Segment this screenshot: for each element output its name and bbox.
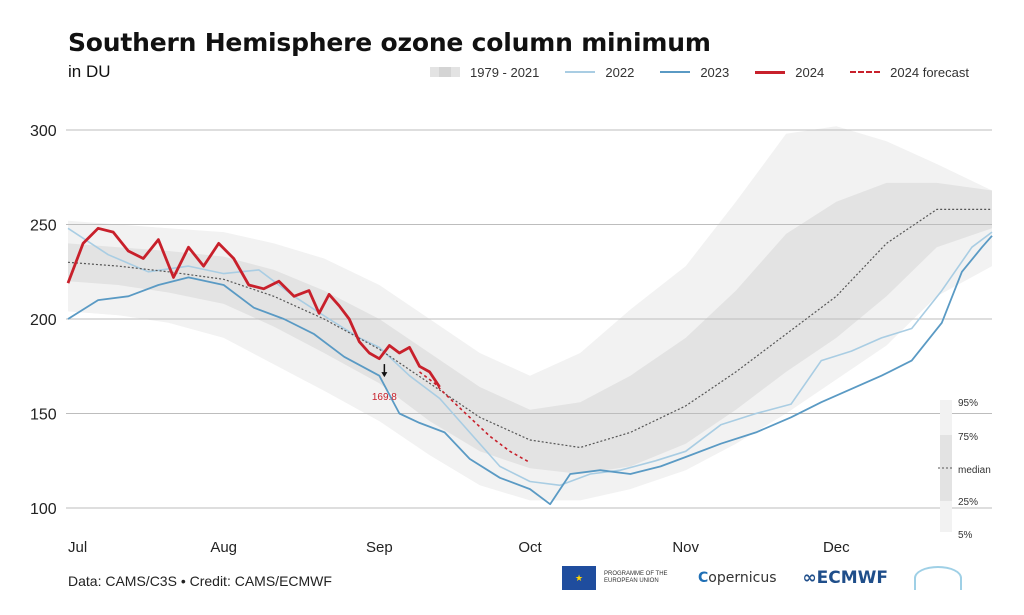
legend-line-forecast — [850, 71, 881, 73]
legend-item-forecast: 2024 forecast — [850, 65, 969, 80]
footer-logos: ★ PROGRAMME OF THE EUROPEAN UNION Copern… — [562, 566, 963, 590]
y-tick-label: 150 — [30, 407, 57, 424]
band-5-95 — [68, 126, 992, 501]
legend-line-2022 — [565, 71, 596, 73]
x-tick-label: Jul — [68, 539, 87, 556]
eu-programme-text: PROGRAMME OF THE EUROPEAN UNION — [604, 571, 668, 584]
y-tick-label: 200 — [30, 312, 57, 329]
cams-logo-icon — [914, 566, 963, 590]
legend-label-2023: 2023 — [700, 64, 730, 80]
x-tick-label: Nov — [672, 539, 699, 556]
eu-flag-icon: ★ — [562, 566, 596, 590]
annotation-label: 169.8 — [372, 392, 397, 403]
ecmwf-logo-text: ECMWF — [816, 568, 889, 588]
legend-swatch-band — [430, 67, 460, 77]
copernicus-logo: Copernicus — [698, 570, 777, 586]
pct-key-label: 75% — [958, 432, 978, 443]
legend-item-2022: 2022 — [565, 65, 634, 80]
series-line-2022 — [67, 227, 993, 487]
series-line-2024-forecast — [419, 371, 531, 464]
legend-line-2023 — [660, 71, 691, 73]
pct-key-label: median — [958, 465, 991, 476]
annotation-arrowhead — [381, 372, 388, 378]
legend-item-band: 1979 - 2021 — [430, 65, 539, 80]
x-tick-label: Sep — [366, 539, 393, 556]
y-tick-label: 100 — [30, 501, 57, 518]
pct-key-label: 95% — [958, 398, 978, 409]
ecmwf-logo: ∞ECMWF — [802, 568, 889, 588]
legend-item-2023: 2023 — [660, 65, 729, 80]
chart-subtitle: in DU — [68, 62, 111, 81]
chart-title: Southern Hemisphere ozone column minimum — [68, 28, 711, 57]
x-tick-label: Aug — [210, 539, 237, 556]
x-tick-label: Oct — [518, 539, 542, 556]
footer-credit: Data: CAMS/C3S • Credit: CAMS/ECMWF — [68, 573, 332, 589]
pct-key-label: 5% — [958, 530, 973, 541]
y-tick-label: 250 — [30, 218, 57, 235]
pct-key-label: 25% — [958, 497, 978, 508]
copernicus-logo-text: opernicus — [708, 570, 777, 586]
x-tick-label: Dec — [823, 539, 850, 556]
series-line-2024 — [66, 226, 441, 388]
chart-legend: 1979 - 2021 2022 2023 2024 2024 forecast — [430, 62, 969, 82]
legend-label-band: 1979 - 2021 — [470, 64, 540, 80]
series-line-median — [67, 208, 992, 449]
band-25-75 — [68, 182, 992, 474]
legend-line-2024 — [755, 70, 786, 74]
legend-label-2024: 2024 — [795, 64, 825, 80]
legend-item-2024: 2024 — [755, 65, 824, 80]
legend-label-2022: 2022 — [605, 64, 635, 80]
chart-area: 100 150 200 250 300 Jul Aug Sep Oct Nov Dec 169.8 95… — [30, 123, 993, 556]
y-tick-label: 300 — [30, 123, 57, 140]
series-line-2023 — [67, 235, 993, 506]
legend-label-forecast: 2024 forecast — [890, 64, 969, 80]
